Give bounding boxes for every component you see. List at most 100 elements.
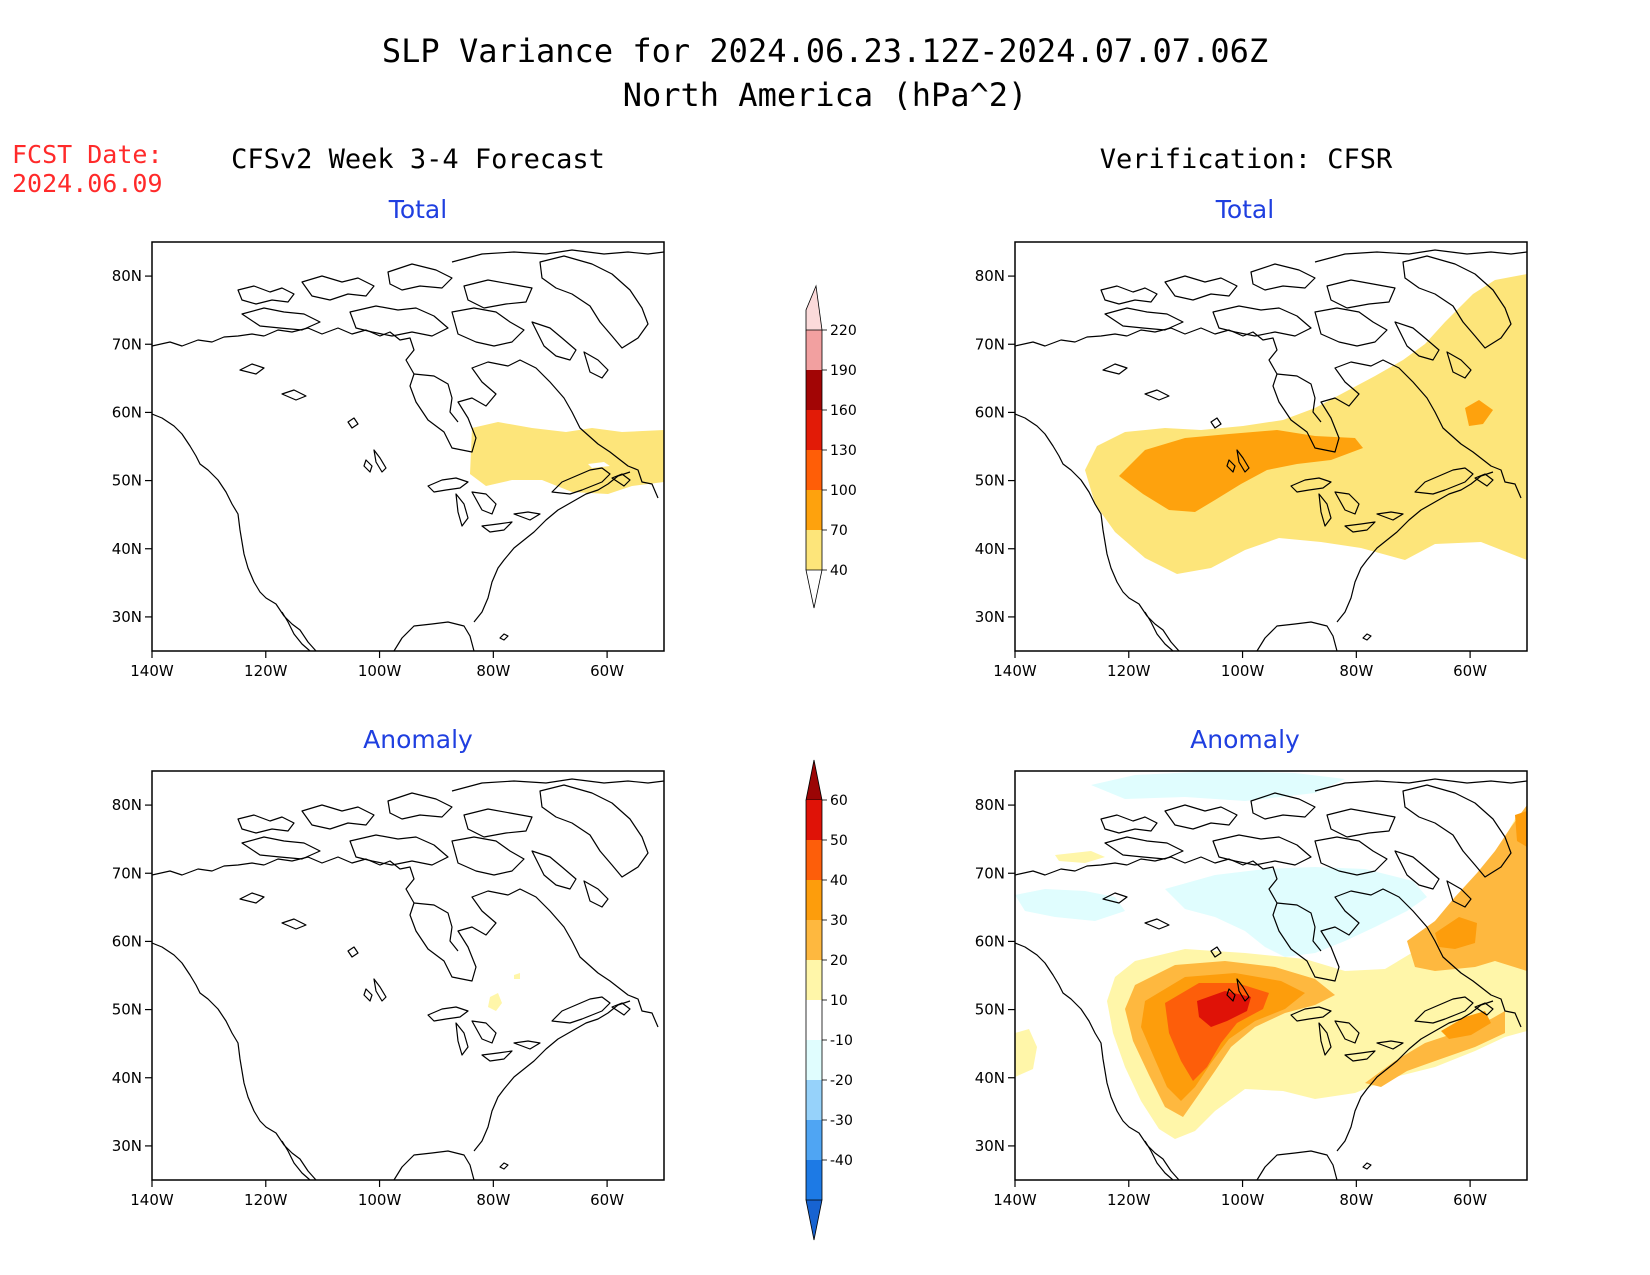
- colorbar-total-label: 130: [830, 443, 857, 459]
- map-panel-fcst-total: [151, 241, 665, 652]
- colorbar-total-label: 40: [830, 563, 848, 579]
- lon-tick-label: 140W: [130, 662, 174, 680]
- colorbar-total-segment: [806, 490, 822, 530]
- colorbar-total-label: 220: [830, 323, 857, 339]
- colorbar-anomaly-segment: [806, 1000, 822, 1040]
- map-panel-fcst-anomaly: [151, 770, 665, 1181]
- lon-tick-label: 120W: [244, 662, 288, 680]
- map-panel-verif-total: [1014, 241, 1528, 652]
- colorbar-anomaly-segment: [806, 920, 822, 960]
- colorbar-anomaly-label: 20: [830, 953, 848, 969]
- lon-tick-label: 60W: [1453, 662, 1487, 680]
- figure-subtitle: North America (hPa^2): [623, 76, 1028, 114]
- lat-tick-label: 30N: [112, 608, 142, 626]
- colorbar-anomaly-segment: [806, 1080, 822, 1120]
- colorbar-anomaly-segment: [805, 1199, 823, 1241]
- colorbar-total-label: 100: [830, 483, 857, 499]
- lon-tick-label: 80W: [1339, 1191, 1373, 1209]
- colorbar-anomaly-segment: [806, 880, 822, 920]
- lon-tick-label: 120W: [1107, 1191, 1151, 1209]
- lon-tick-label: 80W: [476, 1191, 510, 1209]
- colorbar-anomaly-label: -30: [830, 1113, 853, 1129]
- colorbar-total-segment: [805, 284, 823, 331]
- colorbar-anomaly-segment: [806, 960, 822, 1000]
- lon-tick-label: 100W: [358, 1191, 402, 1209]
- colorbar-anomaly-label: 10: [830, 993, 848, 1009]
- colorbar-anomaly-segment: [806, 1160, 822, 1200]
- colorbar-anomaly-label: 60: [830, 793, 848, 809]
- lon-tick-label: 100W: [358, 662, 402, 680]
- shading-verif-anomaly: [1015, 771, 1527, 1139]
- lon-tick-label: 140W: [993, 1191, 1037, 1209]
- colorbar-anomaly: 60 50 40 30 20 10 -10 -20 -30 -40: [805, 759, 853, 1241]
- lon-tick-label: 80W: [476, 662, 510, 680]
- lon-tick-label: 120W: [1107, 662, 1151, 680]
- lon-tick-label: 140W: [130, 1191, 174, 1209]
- panel-title-verif-anomaly: Anomaly: [1190, 725, 1300, 754]
- colorbar-anomaly-segment: [805, 759, 823, 801]
- colorbar-anomaly-label: -20: [830, 1073, 853, 1089]
- lon-tick-label: 60W: [1453, 1191, 1487, 1209]
- lat-tick-label: 50N: [975, 472, 1005, 490]
- map-panel-verif-anomaly: [1014, 770, 1528, 1181]
- lat-tick-label: 40N: [975, 540, 1005, 558]
- shading-verif-total: [1085, 274, 1527, 574]
- lon-tick-label: 60W: [590, 1191, 624, 1209]
- left-column-title: CFSv2 Week 3-4 Forecast: [231, 144, 605, 175]
- lat-tick-label: 40N: [975, 1069, 1005, 1087]
- colorbar-anomaly-label: 40: [830, 873, 848, 889]
- colorbar-total-segment: [806, 330, 822, 370]
- fcst-date-value: 2024.06.09: [12, 169, 163, 198]
- lon-tick-label: 100W: [1221, 1191, 1265, 1209]
- lat-tick-label: 70N: [975, 335, 1005, 353]
- fcst-date-label: FCST Date:: [12, 140, 163, 169]
- colorbar-total-segment: [806, 530, 822, 570]
- lat-tick-label: 40N: [112, 540, 142, 558]
- right-column-title: Verification: CFSR: [1100, 144, 1393, 175]
- panel-title-verif-total: Total: [1215, 195, 1274, 224]
- lat-tick-label: 60N: [975, 932, 1005, 950]
- lat-tick-label: 70N: [975, 864, 1005, 882]
- colorbar-total-label: 70: [830, 523, 848, 539]
- lat-tick-label: 50N: [112, 472, 142, 490]
- lon-tick-label: 80W: [1339, 662, 1373, 680]
- colorbar-total: 40 70 100 130 160 190 220: [805, 284, 857, 609]
- lat-tick-label: 50N: [975, 1001, 1005, 1019]
- colorbar-anomaly-label: 30: [830, 913, 848, 929]
- lat-tick-label: 40N: [112, 1069, 142, 1087]
- lat-tick-label: 70N: [112, 864, 142, 882]
- lon-tick-label: 60W: [590, 662, 624, 680]
- lat-tick-label: 80N: [975, 267, 1005, 285]
- lat-tick-label: 70N: [112, 335, 142, 353]
- lon-tick-label: 120W: [244, 1191, 288, 1209]
- colorbar-total-segment: [806, 370, 822, 410]
- figure-title: SLP Variance for 2024.06.23.12Z-2024.07.…: [382, 32, 1268, 70]
- lat-tick-label: 60N: [112, 403, 142, 421]
- panel-title-fcst-anomaly: Anomaly: [363, 725, 473, 754]
- colorbar-anomaly-label: -10: [830, 1033, 853, 1049]
- lat-tick-label: 80N: [112, 267, 142, 285]
- lat-tick-label: 50N: [112, 1001, 142, 1019]
- lon-tick-label: 140W: [993, 662, 1037, 680]
- lat-tick-label: 30N: [975, 608, 1005, 626]
- shading-fcst-anomaly: [488, 973, 520, 1011]
- colorbar-total-label: 190: [830, 363, 857, 379]
- colorbar-anomaly-segment: [806, 800, 822, 840]
- colorbar-anomaly-segment: [806, 1040, 822, 1080]
- colorbar-anomaly-label: 50: [830, 833, 848, 849]
- lat-tick-label: 60N: [112, 932, 142, 950]
- colorbar-anomaly-segment: [806, 1120, 822, 1160]
- colorbar-anomaly-label: -40: [830, 1153, 853, 1169]
- shading-fcst-total: [470, 422, 664, 494]
- lat-tick-label: 80N: [975, 796, 1005, 814]
- colorbar-total-segment: [806, 410, 822, 450]
- panel-title-fcst-total: Total: [388, 195, 447, 224]
- lat-tick-label: 30N: [112, 1137, 142, 1155]
- colorbar-anomaly-segment: [806, 840, 822, 880]
- lat-tick-label: 60N: [975, 403, 1005, 421]
- lat-tick-label: 80N: [112, 796, 142, 814]
- lon-tick-label: 100W: [1221, 662, 1265, 680]
- colorbar-total-segment: [806, 450, 822, 490]
- colorbar-total-bottom: [805, 569, 823, 609]
